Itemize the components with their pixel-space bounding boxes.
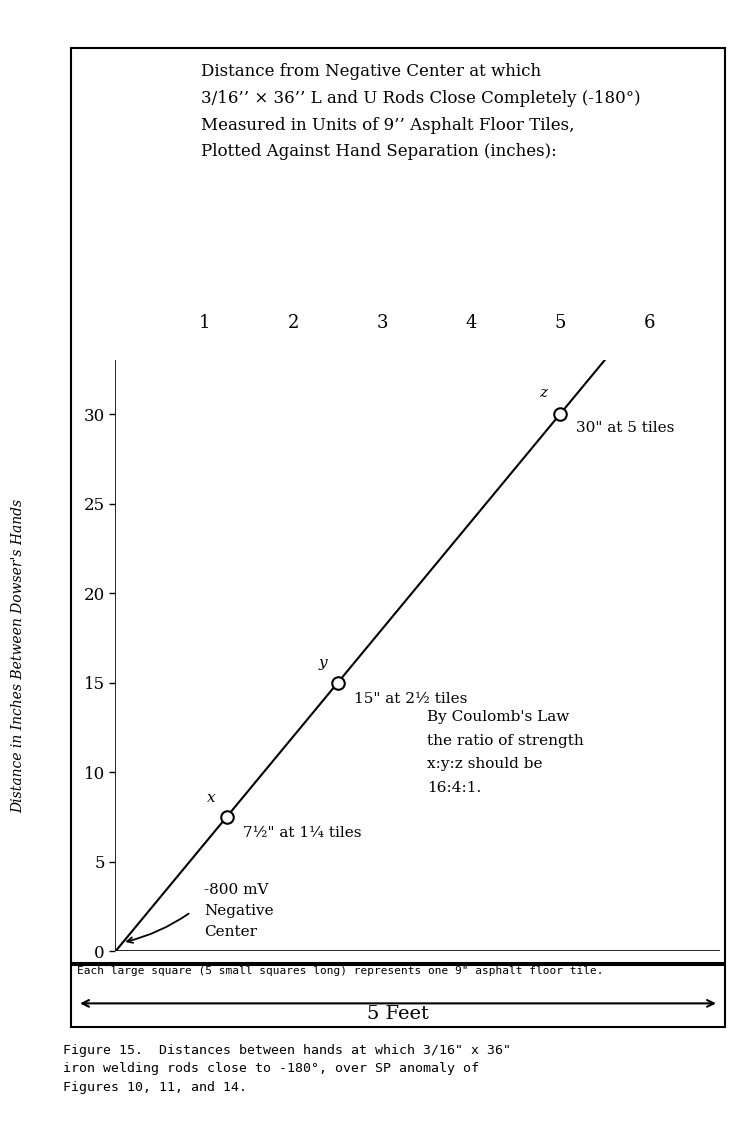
Text: -800 mV
Negative
Center: -800 mV Negative Center — [205, 884, 274, 939]
Text: y: y — [318, 656, 327, 670]
Text: 3: 3 — [376, 314, 388, 332]
Text: 1: 1 — [199, 314, 210, 332]
Text: 6: 6 — [644, 314, 655, 332]
Text: 30" at 5 tiles: 30" at 5 tiles — [576, 421, 675, 436]
Text: 7½" at 1¼ tiles: 7½" at 1¼ tiles — [243, 826, 361, 840]
Text: x: x — [208, 790, 216, 805]
Text: 5: 5 — [554, 314, 565, 332]
Text: Figure 15.  Distances between hands at which 3/16" x 36"
iron welding rods close: Figure 15. Distances between hands at wh… — [63, 1044, 511, 1093]
Text: By Coulomb's Law
the ratio of strength
x:y:z should be
16:4:1.: By Coulomb's Law the ratio of strength x… — [426, 709, 583, 795]
Text: 15" at 2½ tiles: 15" at 2½ tiles — [353, 691, 467, 706]
Text: 4: 4 — [466, 314, 477, 332]
Text: Each large square (5 small squares long) represents one 9" asphalt floor tile.: Each large square (5 small squares long)… — [77, 966, 603, 976]
Text: Distance in Inches Between Dowser's Hands: Distance in Inches Between Dowser's Hand… — [12, 499, 25, 813]
Text: z: z — [539, 386, 548, 400]
Text: 2: 2 — [287, 314, 299, 332]
Text: Distance from Negative Center at which
3/16’’ × 36’’ L and U Rods Close Complete: Distance from Negative Center at which 3… — [201, 63, 640, 160]
Text: 5 Feet: 5 Feet — [367, 1004, 429, 1022]
